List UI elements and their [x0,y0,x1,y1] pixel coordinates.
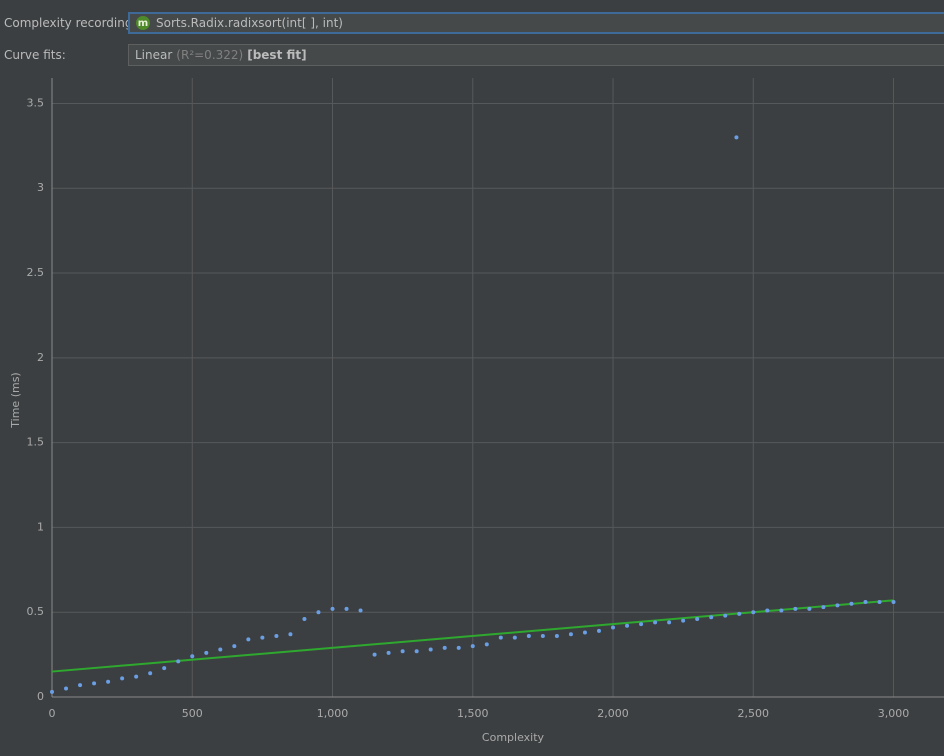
data-point [877,600,882,605]
data-point [540,633,545,638]
data-point [723,613,728,618]
data-point [737,611,742,616]
fit-name: Linear [135,48,173,62]
data-point [498,635,503,640]
y-tick-label: 0.5 [27,605,45,618]
data-point [442,645,447,650]
fits-label: Curve fits: [4,48,66,62]
data-point [134,674,139,679]
data-point [456,645,461,650]
data-point [526,633,531,638]
data-point [358,608,363,613]
data-point [246,637,251,642]
recording-row: Complexity recording: m Sorts.Radix.radi… [0,10,944,36]
x-tick-label: 1,000 [317,707,349,720]
data-point [835,603,840,608]
data-point [260,635,265,640]
data-point [316,610,321,615]
chart: Complexity Time (ms) 0 0.5 1 1.5 2 2.5 3 3.5 0 50… [9,78,944,744]
data-point [695,616,700,621]
y-tick-label: 3.5 [27,96,45,109]
fit-r2: (R²=0.322) [176,48,244,62]
method-icon: m [136,16,150,30]
data-point [625,623,630,628]
data-point [709,615,714,620]
data-point [681,618,686,623]
data-point [891,600,896,605]
data-point [64,686,69,691]
data-point [734,135,739,140]
data-point [596,628,601,633]
x-tick-label: 3,000 [878,707,910,720]
y-tick-label: 3 [37,181,44,194]
data-point [344,606,349,611]
recording-label: Complexity recording: [4,16,137,30]
data-point [793,606,798,611]
x-tick-label: 2,000 [597,707,629,720]
data-point [92,681,97,686]
x-axis-title: Complexity [482,731,545,744]
data-point [190,654,195,659]
data-point [330,606,335,611]
data-point [554,633,559,638]
data-point [849,601,854,606]
data-point [106,679,111,684]
y-tick-label: 0 [37,690,44,703]
y-tick-label: 1.5 [27,436,45,449]
data-point [120,676,125,681]
x-tick-label: 2,500 [738,707,770,720]
fits-row: Curve fits: Linear (R²=0.322) [best fit] [0,42,944,68]
data-point [779,608,784,613]
data-point [400,649,405,654]
fits-combobox[interactable]: Linear (R²=0.322) [best fit] [128,44,944,66]
data-point [414,649,419,654]
data-point [639,622,644,627]
data-point [470,644,475,649]
data-point [512,635,517,640]
data-point [821,605,826,610]
data-point [386,650,391,655]
data-point [863,600,868,605]
recording-combobox[interactable]: m Sorts.Radix.radixsort(int[ ], int) [128,12,944,34]
data-point [148,671,153,676]
data-point [568,632,573,637]
x-tick-label: 1,500 [457,707,489,720]
x-tick-label: 0 [49,707,56,720]
x-tick-label: 500 [182,707,203,720]
y-tick-label: 2.5 [27,266,45,279]
data-point [484,642,489,647]
data-point [582,630,587,635]
data-point [765,608,770,613]
data-point [288,632,293,637]
data-point [807,606,812,611]
data-point [667,620,672,625]
data-point [78,683,83,688]
data-point [204,650,209,655]
data-point [372,652,377,657]
data-point [50,689,54,694]
fit-tag: [best fit] [247,48,307,62]
data-point [232,644,237,649]
data-point [653,620,658,625]
data-point [162,666,167,671]
y-tick-label: 1 [37,520,44,533]
data-point [176,659,181,664]
recording-value: Sorts.Radix.radixsort(int[ ], int) [156,16,343,30]
data-point [274,633,279,638]
data-point [302,616,307,621]
y-tick-label: 2 [37,351,44,364]
data-point [611,625,616,630]
data-point [428,647,433,652]
y-axis-title: Time (ms) [9,372,22,428]
data-point [751,610,756,615]
data-point [218,647,223,652]
